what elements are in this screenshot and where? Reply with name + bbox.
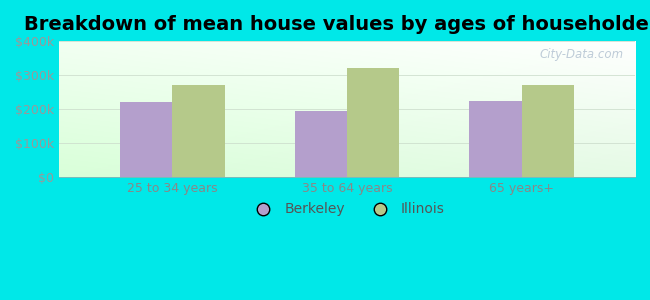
Bar [347,68,399,177]
Bar [120,102,172,177]
Legend: Berkeley, Illinois: Berkeley, Illinois [244,197,450,222]
Bar [294,111,347,177]
Text: City-Data.com: City-Data.com [540,48,623,61]
Bar [469,100,521,177]
Title: Breakdown of mean house values by ages of householders: Breakdown of mean house values by ages o… [24,15,650,34]
Bar [521,85,574,177]
Bar [172,85,225,177]
